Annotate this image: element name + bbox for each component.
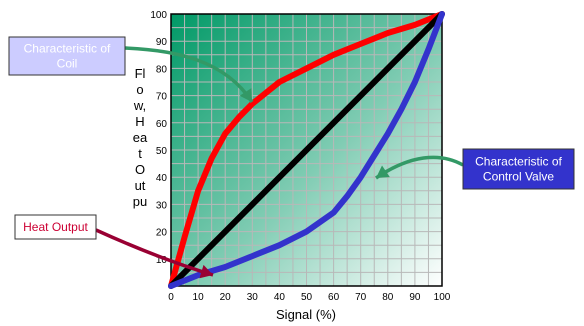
x-tick-label: 70 [355, 292, 367, 303]
x-axis-title: Signal (%) [276, 307, 336, 322]
y-axis-title-line: pu [133, 194, 147, 209]
x-tick-label: 80 [382, 292, 394, 303]
x-tick-label: 30 [247, 292, 259, 303]
annotation-text: Coil [57, 57, 78, 71]
series-line-2 [168, 11, 445, 289]
x-tick-label: 0 [168, 292, 174, 303]
annotation-text: Control Valve [483, 170, 554, 184]
x-tick-label: 100 [434, 292, 451, 303]
y-axis-title-line: H [135, 114, 144, 129]
y-tick-label: 30 [156, 200, 168, 211]
series-line-1 [168, 11, 445, 289]
y-axis-title-line: t [138, 146, 142, 161]
series-lines [168, 11, 445, 289]
y-tick-label: 50 [156, 146, 168, 157]
annotation-arrowhead [199, 264, 213, 279]
x-tick-label: 90 [409, 292, 421, 303]
y-tick-labels: 10 20 30 40 50 60 70 80 90 100 [150, 10, 167, 266]
y-tick-label: 20 [156, 228, 168, 239]
x-tick-label: 20 [220, 292, 232, 303]
annotation-text: Characteristic of [475, 155, 562, 169]
x-tick-labels: 0 10 20 30 40 50 60 70 80 90 100 [168, 292, 451, 303]
y-tick-label: 40 [156, 173, 168, 184]
x-tick-label: 60 [328, 292, 340, 303]
annotation-text: Heat Output [23, 220, 88, 234]
annotation-1: Heat Output [14, 214, 214, 279]
y-tick-label: 80 [156, 64, 168, 75]
y-axis-title-line: O [135, 162, 145, 177]
y-tick-label: 70 [156, 92, 168, 103]
y-axis-title-line: o [136, 82, 143, 97]
y-axis-title-line: w, [133, 98, 146, 113]
annotation-arrow [124, 46, 254, 103]
x-tick-label: 40 [274, 292, 286, 303]
annotation-box [462, 148, 575, 190]
plot-border [170, 13, 443, 287]
y-axis-title-line: ea [133, 130, 148, 145]
x-tick-label: 10 [193, 292, 205, 303]
y-tick-label: 60 [156, 119, 168, 130]
annotation-arrowhead [239, 88, 252, 102]
y-tick-label: 10 [156, 255, 168, 266]
y-tick-label: 90 [156, 37, 168, 48]
x-tick-label: 50 [301, 292, 313, 303]
annotation-text: Characteristic of [24, 42, 111, 56]
annotation-arrowhead [376, 165, 390, 178]
annotation-box [8, 36, 126, 76]
y-axis-title-line: ut [135, 178, 146, 193]
y-axis-title-line: Fl [135, 66, 146, 81]
annotation-box [14, 214, 97, 240]
y-tick-label: 100 [150, 10, 167, 21]
series-line-0 [168, 11, 445, 289]
